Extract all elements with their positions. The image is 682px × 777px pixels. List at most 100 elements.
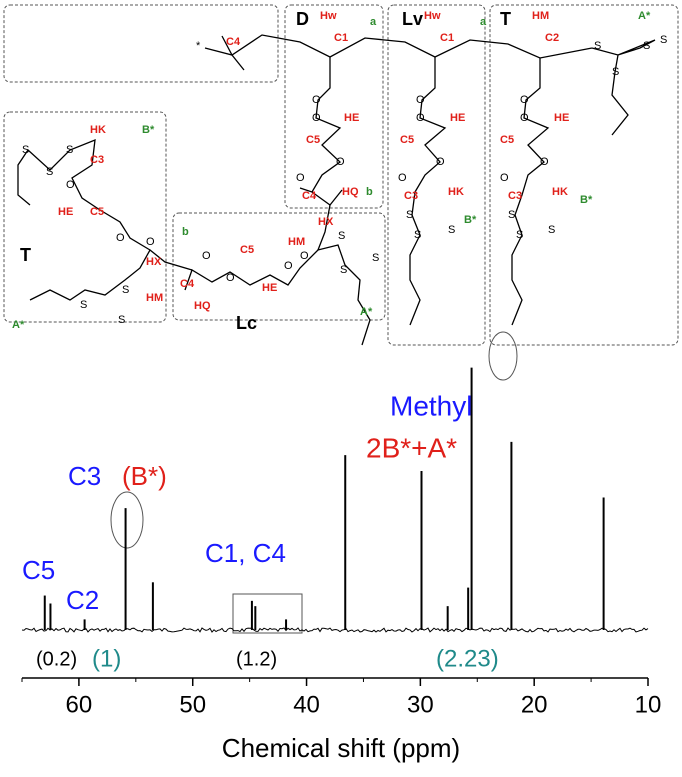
structure-label: C3	[90, 154, 104, 166]
structure-label: S	[46, 166, 53, 178]
integral-label: (1)	[92, 645, 121, 672]
structure-label: O	[296, 172, 305, 184]
structure-label: a	[480, 16, 487, 28]
structure-label: HK	[90, 124, 106, 136]
structure-label: S	[414, 229, 421, 241]
structure-label: S	[22, 144, 29, 156]
structure-label: A*	[638, 10, 651, 22]
spectrum-annotations: Methyl 2B*+A* C3 (B*) C5 C2 C1, C4 (0.2)…	[22, 331, 518, 672]
structure-label: O	[336, 156, 345, 168]
x-tick-label: 50	[179, 691, 206, 718]
x-tick-label: 60	[66, 691, 93, 718]
structure-label: O	[146, 236, 155, 248]
bond	[316, 204, 371, 346]
structure-label: O	[312, 112, 321, 124]
structure-label: C4	[180, 278, 195, 290]
structure-label: S	[80, 299, 87, 311]
structure-label: a	[370, 16, 377, 28]
structure-label: O	[116, 232, 125, 244]
structure-label: C5	[400, 134, 414, 146]
structure-label: A*	[360, 306, 373, 318]
highlight-oval	[488, 331, 518, 381]
structure-label: S	[340, 264, 347, 276]
frame	[3, 111, 167, 323]
structure-label: O	[226, 272, 235, 284]
structure-label: Hw	[424, 10, 441, 22]
structure-label: C3	[508, 190, 522, 202]
structure-label: HQ	[194, 300, 211, 312]
structure-label: S	[372, 252, 379, 264]
structure-label: O	[540, 156, 549, 168]
structure-label: S	[406, 209, 413, 221]
structure-label: B*	[142, 124, 155, 136]
structure-label: b	[366, 186, 373, 198]
structure-label: O	[202, 250, 211, 262]
structure-label: C1	[440, 32, 454, 44]
annotation: (B*)	[122, 461, 167, 491]
structure-label: S	[338, 230, 345, 242]
x-tick-label: 10	[635, 691, 662, 718]
annotation: 2B*+A*	[366, 432, 457, 463]
integral-label: (0.2)	[36, 648, 77, 670]
structure-label: A*	[12, 319, 25, 331]
structure-label: T	[500, 9, 511, 29]
structure-label: HK	[448, 186, 464, 198]
structure-label: S	[118, 314, 125, 326]
structure-label: HE	[554, 112, 569, 124]
highlight-oval	[110, 491, 144, 549]
structure-label: S	[448, 224, 455, 236]
structure-label: HE	[262, 282, 277, 294]
structure-label: S	[122, 284, 129, 296]
structure-label: T	[20, 245, 31, 265]
structure-label: HQ	[342, 186, 359, 198]
structure-label: S	[594, 40, 601, 52]
structure-label: S	[516, 229, 523, 241]
structure-label: O	[284, 260, 293, 272]
structure-label: S	[660, 34, 667, 46]
structure-label: HX	[318, 216, 334, 228]
structure-label: O	[416, 112, 425, 124]
structure-label: C4	[226, 36, 241, 48]
structure-label: HE	[344, 112, 359, 124]
frame	[172, 212, 386, 321]
structure-label: C4	[302, 190, 317, 202]
structure-label: B*	[580, 194, 593, 206]
structure-label: C5	[90, 206, 104, 218]
structure-label: O	[300, 250, 309, 262]
structure-label: HM	[288, 236, 305, 248]
x-tick-label: 40	[293, 691, 320, 718]
highlight-box	[232, 593, 303, 634]
frame	[489, 4, 679, 346]
x-tick-label: 30	[407, 691, 434, 718]
bond	[311, 189, 343, 206]
structure-label: O	[66, 179, 75, 191]
bond	[204, 34, 593, 59]
structure-label: C5	[240, 244, 254, 256]
bond	[591, 39, 656, 136]
structure-label: O	[436, 156, 445, 168]
bond	[184, 249, 319, 291]
structure-frames	[3, 4, 679, 346]
annotation: C2	[66, 585, 99, 615]
structure-label: HX	[146, 256, 162, 268]
bond	[221, 35, 245, 71]
x-axis-label: Chemical shift (ppm)	[222, 733, 460, 763]
structure-label: B*	[464, 214, 477, 226]
baseline	[21, 627, 649, 633]
structure-label: S	[66, 144, 73, 156]
structure-label: Hw	[320, 10, 337, 22]
structure-label: C1	[334, 32, 348, 44]
annotation: C5	[22, 555, 55, 585]
structure-label: S	[612, 66, 619, 78]
integral-label: (1.2)	[236, 648, 277, 670]
structure-label: C3	[404, 190, 418, 202]
bond	[409, 57, 447, 326]
structure-label: Lv	[402, 9, 423, 29]
structure-label: HE	[58, 206, 73, 218]
structure-label: O	[520, 94, 529, 106]
bonds	[17, 34, 656, 346]
frame	[387, 4, 486, 346]
structure-label: C5	[500, 134, 514, 146]
structure-label: HM	[146, 292, 163, 304]
